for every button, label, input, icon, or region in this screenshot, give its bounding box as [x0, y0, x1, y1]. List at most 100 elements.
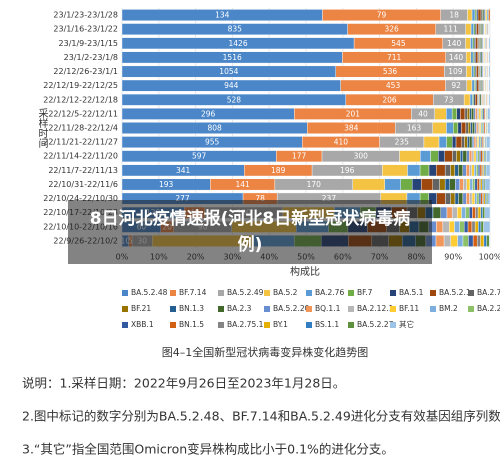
bar-segment: [452, 150, 457, 163]
bar-segment: [450, 164, 456, 177]
legend-swatch: [122, 306, 128, 312]
bar-segment: [449, 178, 456, 191]
bar-segment: [475, 206, 479, 219]
data-label: 40: [418, 109, 428, 118]
legend-label: BF.21: [131, 304, 151, 313]
data-label: 410: [334, 138, 349, 147]
legend-label: BA.5.2.27: [357, 320, 394, 329]
bar-segment: [475, 108, 478, 120]
data-label: 326: [384, 25, 399, 34]
bar-segment: [475, 150, 479, 163]
y-tick-label: 22/10/24-22/10/30: [43, 194, 118, 203]
legend-swatch: [218, 322, 224, 328]
bar-segment: [451, 206, 458, 219]
data-label: 835: [228, 25, 243, 34]
bar-segment: [477, 9, 482, 21]
bar-segment: [457, 206, 462, 219]
bar-segment: [478, 108, 481, 120]
bar-segment: [470, 122, 473, 134]
data-label: 140: [449, 53, 464, 62]
bar-segment: [486, 136, 491, 148]
bar-segment: [423, 136, 440, 148]
bar-segment: [466, 164, 470, 177]
bar-segment: [454, 220, 460, 233]
legend-swatch: [170, 290, 176, 296]
bar-segment: [480, 206, 483, 219]
bar-segment: [487, 108, 491, 120]
bar-segment: [467, 108, 470, 120]
data-label: 163: [407, 124, 422, 133]
bar-segment: [399, 150, 421, 163]
bar-segment: [474, 9, 477, 21]
bar-segment: [430, 150, 439, 163]
data-label: 808: [207, 124, 222, 133]
bar-segment: [458, 164, 463, 177]
bar-segment: [440, 206, 448, 219]
y-tick-label: 23/1/16-23/1/22: [53, 25, 118, 34]
legend-swatch: [122, 322, 128, 328]
legend-label: BA.2.2: [477, 304, 500, 313]
legend-label: XBB.1: [131, 320, 154, 329]
bar-segment: [468, 122, 471, 134]
note: 说明：1.采样日期：2022年9月26日至2023年1月28日。: [22, 376, 345, 391]
bar-segment: [446, 108, 453, 120]
bar-segment: [457, 235, 464, 247]
bar-segment: [488, 9, 491, 21]
bar-segment: [482, 9, 485, 21]
bar-segment: [462, 150, 467, 163]
y-tick-label: 22/11/21-22/11/27: [43, 138, 118, 147]
y-tick-label: 22/12/19-22/12/25: [43, 81, 118, 90]
bar-segment: [432, 206, 441, 219]
bar-segment: [488, 93, 491, 106]
bar-segment: [476, 65, 479, 78]
y-axis-label: 采样时间: [36, 108, 48, 149]
bar-segment: [432, 122, 447, 134]
bar-segment: [466, 178, 471, 191]
data-label: 277: [175, 194, 190, 203]
y-tick-label: 22/11/28-22/12/4: [48, 124, 118, 133]
legend-swatch: [170, 306, 176, 312]
legend-label: BA.5.1: [399, 288, 424, 297]
bar-segment: [476, 23, 479, 36]
bar-segment: [472, 206, 476, 219]
bar-segment: [446, 206, 453, 219]
data-label: 944: [224, 81, 239, 90]
bar-segment: [462, 164, 467, 177]
bar-segment: [462, 235, 469, 247]
data-label: 597: [192, 152, 207, 161]
bar-segment: [479, 122, 482, 134]
bar-segment: [463, 220, 469, 233]
data-label: 193: [159, 180, 174, 189]
bar-segment: [476, 235, 481, 247]
y-tick-label: 23/1/23-23/1/28: [53, 11, 118, 20]
bar-segment: [485, 9, 488, 21]
bar-segment: [466, 150, 470, 163]
legend-label: BA.2.75.2: [477, 288, 500, 297]
data-label: 528: [227, 95, 242, 104]
bar-segment: [469, 108, 472, 120]
bar-segment: [481, 23, 483, 36]
bar-segment: [476, 79, 480, 92]
bar-segment: [454, 164, 459, 177]
legend-swatch: [468, 290, 474, 296]
legend-swatch: [170, 322, 176, 328]
bar-segment: [421, 178, 433, 191]
bar-segment: [471, 79, 475, 92]
bar-segment: [477, 122, 480, 134]
bar-segment: [465, 206, 470, 219]
bar-segment: [482, 206, 486, 219]
bar-segment: [474, 23, 477, 36]
data-label: 201: [346, 109, 361, 118]
bar-segment: [461, 122, 467, 134]
legend-label: BS.1.1: [315, 320, 339, 329]
legend-swatch: [306, 306, 312, 312]
legend-label: BQ.1.1: [315, 304, 341, 313]
legend-swatch: [390, 322, 396, 328]
bar-segment: [444, 150, 453, 163]
legend-swatch: [306, 322, 312, 328]
bar-segment: [479, 164, 482, 177]
bar-segment: [473, 136, 477, 148]
bar-segment: [471, 108, 474, 120]
bar-segment: [480, 220, 484, 233]
